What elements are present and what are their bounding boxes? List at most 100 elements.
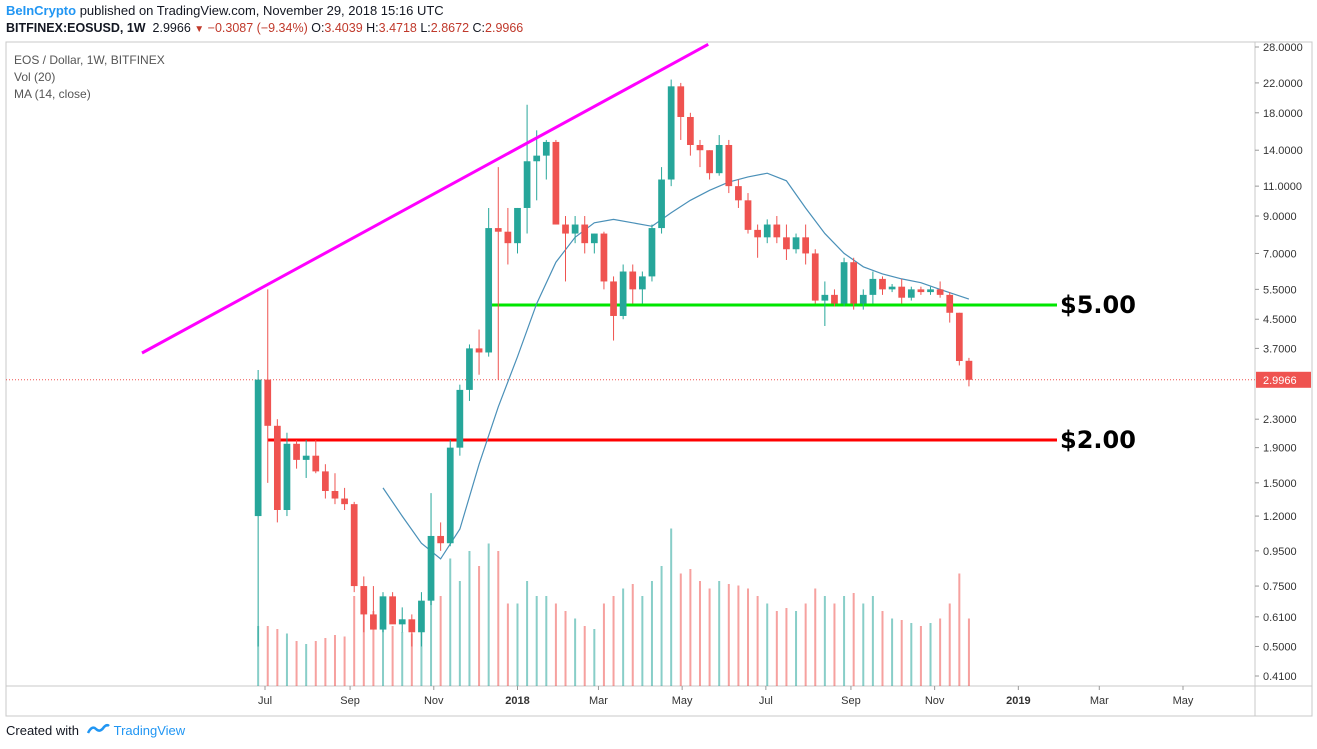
volume-bar <box>362 588 365 686</box>
candle <box>562 216 569 282</box>
volume-bar <box>641 596 644 686</box>
candle <box>408 614 416 647</box>
brand-link[interactable]: BeInCrypto <box>6 3 77 18</box>
candle-body <box>706 150 713 174</box>
candle <box>907 286 915 301</box>
candle-body <box>322 471 329 492</box>
volume-bar <box>526 581 529 686</box>
candle <box>936 281 944 298</box>
tradingview-logo-icon <box>86 723 111 738</box>
volume-bar <box>285 633 288 686</box>
candle-body <box>792 237 800 250</box>
candle <box>389 592 396 625</box>
candle <box>552 139 560 225</box>
candle-body <box>859 294 867 304</box>
candle <box>475 329 483 375</box>
candle-body <box>379 596 387 630</box>
volume-bar <box>391 626 394 686</box>
candle-body <box>754 229 761 238</box>
candle <box>687 112 694 156</box>
volume-bar <box>343 636 346 686</box>
candle-body <box>456 389 464 448</box>
legend-volume[interactable]: Vol (20) <box>14 70 56 84</box>
candle <box>350 501 358 593</box>
x-tick-label: May <box>672 695 693 707</box>
candle <box>485 207 493 357</box>
candle-body <box>273 425 281 510</box>
candle-body <box>735 186 742 201</box>
publish-text: published on TradingView.com, November 2… <box>79 3 444 18</box>
volume-bar <box>593 629 596 686</box>
candle-body <box>552 141 560 225</box>
candle <box>293 440 300 469</box>
candle <box>427 493 435 606</box>
candle <box>725 139 733 194</box>
candle-body <box>427 535 435 601</box>
y-tick-label: 5.5000 <box>1263 284 1297 296</box>
symbol-label: BITFINEX:EOSUSD, 1W <box>6 21 146 35</box>
candle <box>360 576 368 633</box>
candle-body <box>687 116 694 145</box>
volume-bar <box>814 588 817 686</box>
candle-body <box>514 207 521 244</box>
x-tick-label: Jul <box>759 695 773 707</box>
volume-bar <box>535 596 538 686</box>
candle-body <box>927 289 934 293</box>
legend-series[interactable]: EOS / Dollar, 1W, BITFINEX <box>14 53 165 67</box>
candle <box>840 257 848 307</box>
candle <box>341 487 348 510</box>
y-tick-label: 1.5000 <box>1263 478 1297 490</box>
volume-bar <box>852 593 855 686</box>
volume-bar <box>449 558 452 686</box>
volume-bar <box>843 596 846 686</box>
open-value: 3.4039 <box>324 21 363 35</box>
candle-body <box>600 233 608 282</box>
candle-body <box>350 504 358 587</box>
volume-bar <box>382 629 385 686</box>
candle <box>715 135 723 176</box>
candle-body <box>840 262 848 304</box>
candle-body <box>879 278 886 290</box>
candle <box>610 276 617 341</box>
volume-bar <box>650 581 653 686</box>
volume-bar <box>660 566 663 686</box>
volume-bar <box>276 629 279 686</box>
candle <box>869 271 877 304</box>
volume-bar <box>574 618 577 686</box>
volume-bar <box>439 596 442 686</box>
x-tick-label: May <box>1173 695 1194 707</box>
candle-body <box>696 144 704 151</box>
volume-bar <box>670 528 673 686</box>
candle <box>706 150 713 180</box>
volume-bar <box>487 543 490 686</box>
candle <box>831 289 838 307</box>
close-label: C: <box>472 21 486 35</box>
volume-bar <box>305 644 308 686</box>
tradingview-link[interactable]: TradingView <box>113 723 186 738</box>
volume-bar <box>910 623 913 686</box>
candle <box>667 79 675 187</box>
candle-body <box>370 614 377 630</box>
candle <box>379 592 387 633</box>
candle <box>312 440 320 474</box>
candle-body <box>831 294 838 304</box>
candle <box>638 271 646 304</box>
last-price: 2.9966 <box>152 21 191 35</box>
x-tick-label: 2018 <box>505 695 529 707</box>
y-tick-label: 11.0000 <box>1263 181 1302 193</box>
volume-bar <box>881 611 884 686</box>
legend-ma[interactable]: MA (14, close) <box>14 87 91 101</box>
candle <box>696 139 704 168</box>
candle <box>398 607 406 633</box>
volume-bar <box>871 596 874 686</box>
volume-bar <box>967 618 970 686</box>
volume-bar <box>410 633 413 686</box>
candle <box>677 82 685 140</box>
volume-bar <box>766 603 769 686</box>
candle <box>879 276 886 295</box>
price-change: −0.3087 (−9.34%) <box>207 21 308 35</box>
candle-body <box>293 443 300 460</box>
candle <box>850 257 858 310</box>
y-tick-label: 9.0000 <box>1263 211 1297 223</box>
